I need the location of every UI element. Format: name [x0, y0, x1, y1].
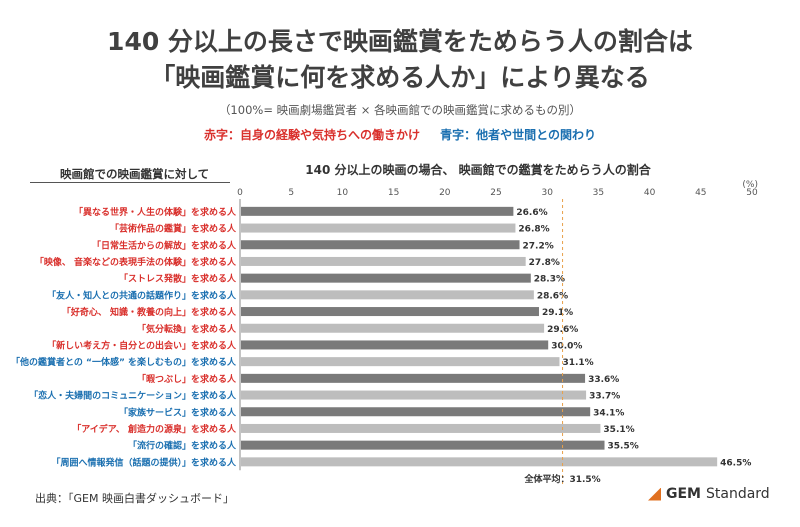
tick-label: 20	[439, 188, 451, 198]
value-label: 28.3%	[534, 275, 565, 285]
value-label: 29.1%	[542, 308, 573, 318]
logo-bold: GEM	[666, 486, 701, 502]
tick-label: 35	[593, 188, 604, 198]
bar	[241, 373, 586, 383]
tick-label: 5	[288, 188, 294, 198]
tick-label: 30	[541, 188, 553, 198]
value-label: 35.5%	[608, 442, 639, 452]
source-note: 出典：「GEM 映画白書ダッシュボード」	[35, 492, 234, 505]
value-label: 30.0%	[551, 341, 582, 351]
value-label: 33.7%	[589, 392, 620, 402]
legend-blue: 青字：他者や世間との関わり	[440, 128, 596, 142]
category-label: 「映像、 音楽などの表現手法の体験」を求める人	[35, 256, 237, 268]
category-label: 「家族サービス」を求める人	[119, 406, 237, 418]
category-label: 「他の鑑賞者との “一体感” を楽しむもの」を求める人	[11, 356, 237, 368]
logo-mark-icon	[648, 487, 661, 501]
category-label: 「日常生活からの解放」を求める人	[92, 239, 237, 251]
bar	[241, 423, 601, 433]
category-label: 「新しい考え方・自分との出会い」を求める人	[47, 339, 237, 351]
value-label: 26.6%	[516, 208, 547, 218]
value-label: 29.6%	[547, 325, 578, 335]
category-label: 「異なる世界・人生の体験」を求める人	[74, 206, 237, 218]
value-label: 33.6%	[588, 375, 619, 385]
category-header: 映画館での映画鑑賞に対して	[60, 167, 210, 181]
category-label: 「周囲へ情報発信（話題の提供）」を求める人	[51, 456, 237, 468]
tick-label: 25	[490, 188, 501, 198]
category-label: 「芸術作品の鑑賞」を求める人	[110, 223, 237, 235]
category-label: 「ストレス発散」を求める人	[119, 273, 237, 285]
tick-label: 15	[388, 188, 399, 198]
category-label: 「流行の確認」を求める人	[128, 440, 237, 452]
bar	[241, 273, 531, 283]
value-label: 27.2%	[523, 241, 554, 251]
category-label: 「暇つぶし」を求める人	[137, 373, 237, 385]
value-label: 35.1%	[603, 425, 634, 435]
category-label: 「気分転換」を求める人	[137, 323, 237, 335]
average-label: 全体平均：31.5%	[523, 473, 600, 485]
logo-rest: Standard	[706, 486, 770, 502]
category-label: 「アイデア、 創造力の源泉」を求める人	[72, 423, 237, 435]
bar	[241, 240, 520, 250]
value-label: 26.8%	[518, 225, 549, 235]
bar	[241, 307, 539, 317]
legend-red: 赤字：自身の経験や気持ちへの働きかけ	[204, 128, 421, 142]
value-label: 31.1%	[562, 358, 593, 368]
divider	[30, 182, 230, 183]
title-line-2: 「映画鑑賞に何を求める人か」により異なる	[150, 63, 650, 92]
bar	[241, 206, 514, 216]
value-label: 46.5%	[720, 458, 751, 468]
value-label: 34.1%	[593, 408, 624, 418]
category-label: 「友人・知人との共通の話題作り」を求める人	[47, 289, 237, 301]
bar	[241, 357, 560, 367]
bar	[241, 390, 587, 400]
title-line-1: 140 分以上の長さで映画鑑賞をためらう人の割合は	[107, 27, 693, 56]
unit-label: (%)	[742, 180, 758, 190]
tick-label: 0	[237, 188, 243, 198]
tick-label: 50	[746, 188, 758, 198]
bar	[241, 340, 549, 350]
chart-title: 140 分以上の映画の場合、 映画館での鑑賞をためらう人の割合	[305, 162, 651, 177]
tick-label: 45	[695, 188, 706, 198]
bar	[241, 256, 526, 266]
bar	[241, 223, 516, 233]
value-label: 28.6%	[537, 291, 568, 301]
subtitle: （100%= 映画劇場鑑賞者 × 各映画館での映画鑑賞に求めるもの別）	[218, 103, 582, 117]
bar	[241, 407, 591, 417]
bar	[241, 323, 545, 333]
color-legend: 赤字：自身の経験や気持ちへの働きかけ 青字：他者や世間との関わり	[0, 126, 800, 143]
tick-label: 40	[644, 188, 656, 198]
category-label: 「恋人・夫婦間のコミュニケーション」を求める人	[29, 390, 237, 402]
logo: GEM Standard	[648, 486, 770, 502]
category-label: 「好奇心、 知識・教養の向上」を求める人	[62, 306, 237, 318]
bar	[241, 290, 534, 300]
bar	[241, 457, 718, 467]
tick-label: 10	[337, 188, 349, 198]
value-label: 27.8%	[529, 258, 560, 268]
bar	[241, 440, 605, 450]
